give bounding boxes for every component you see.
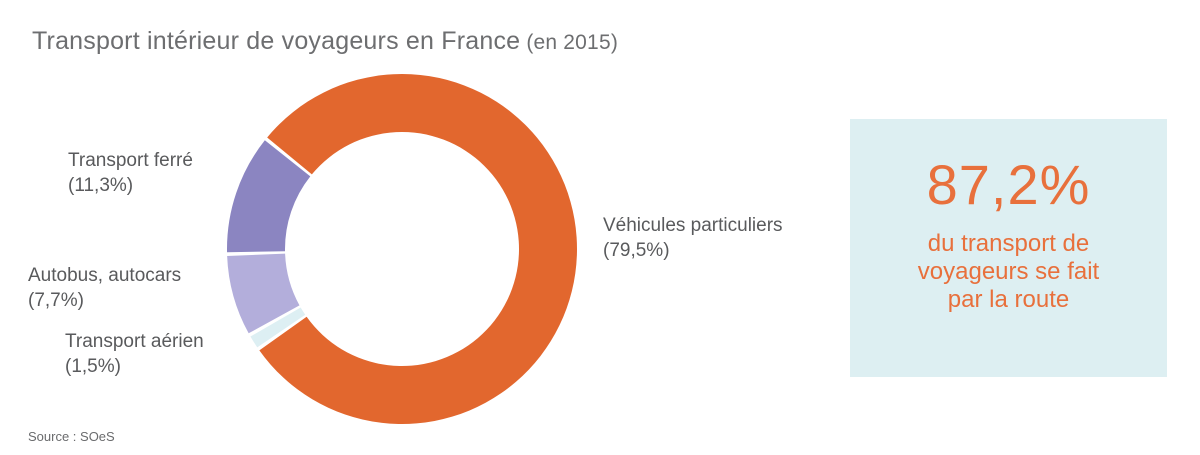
- donut-segment-transport-aerien: [250, 307, 306, 348]
- page-title-year: (en 2015): [520, 31, 619, 54]
- segment-label-vehicules-particuliers: Véhicules particuliers (79,5%): [603, 215, 783, 261]
- donut-chart: [222, 69, 582, 429]
- donut-segment-vehicules-particuliers: [259, 73, 577, 424]
- page-title: Transport intérieur de voyageurs en Fran…: [32, 27, 618, 56]
- callout-caption: du transport de voyageurs se fait par la…: [917, 230, 1100, 313]
- callout-percentage: 87,2%: [926, 153, 1091, 216]
- source-note: Source : SOeS: [28, 429, 115, 444]
- donut-segment-transport-ferre: [227, 140, 311, 253]
- donut-segment-autobus-autocars: [227, 253, 300, 334]
- segment-label-transport-aerien: Transport aérien (1,5%): [65, 331, 204, 377]
- highlight-callout: 87,2% du transport de voyageurs se fait …: [850, 119, 1167, 377]
- page-title-main: Transport intérieur de voyageurs en Fran…: [32, 27, 521, 55]
- segment-label-transport-ferre: Transport ferré (11,3%): [68, 150, 193, 196]
- donut-chart-svg: [227, 73, 577, 424]
- segment-label-autobus-autocars: Autobus, autocars (7,7%): [28, 265, 182, 311]
